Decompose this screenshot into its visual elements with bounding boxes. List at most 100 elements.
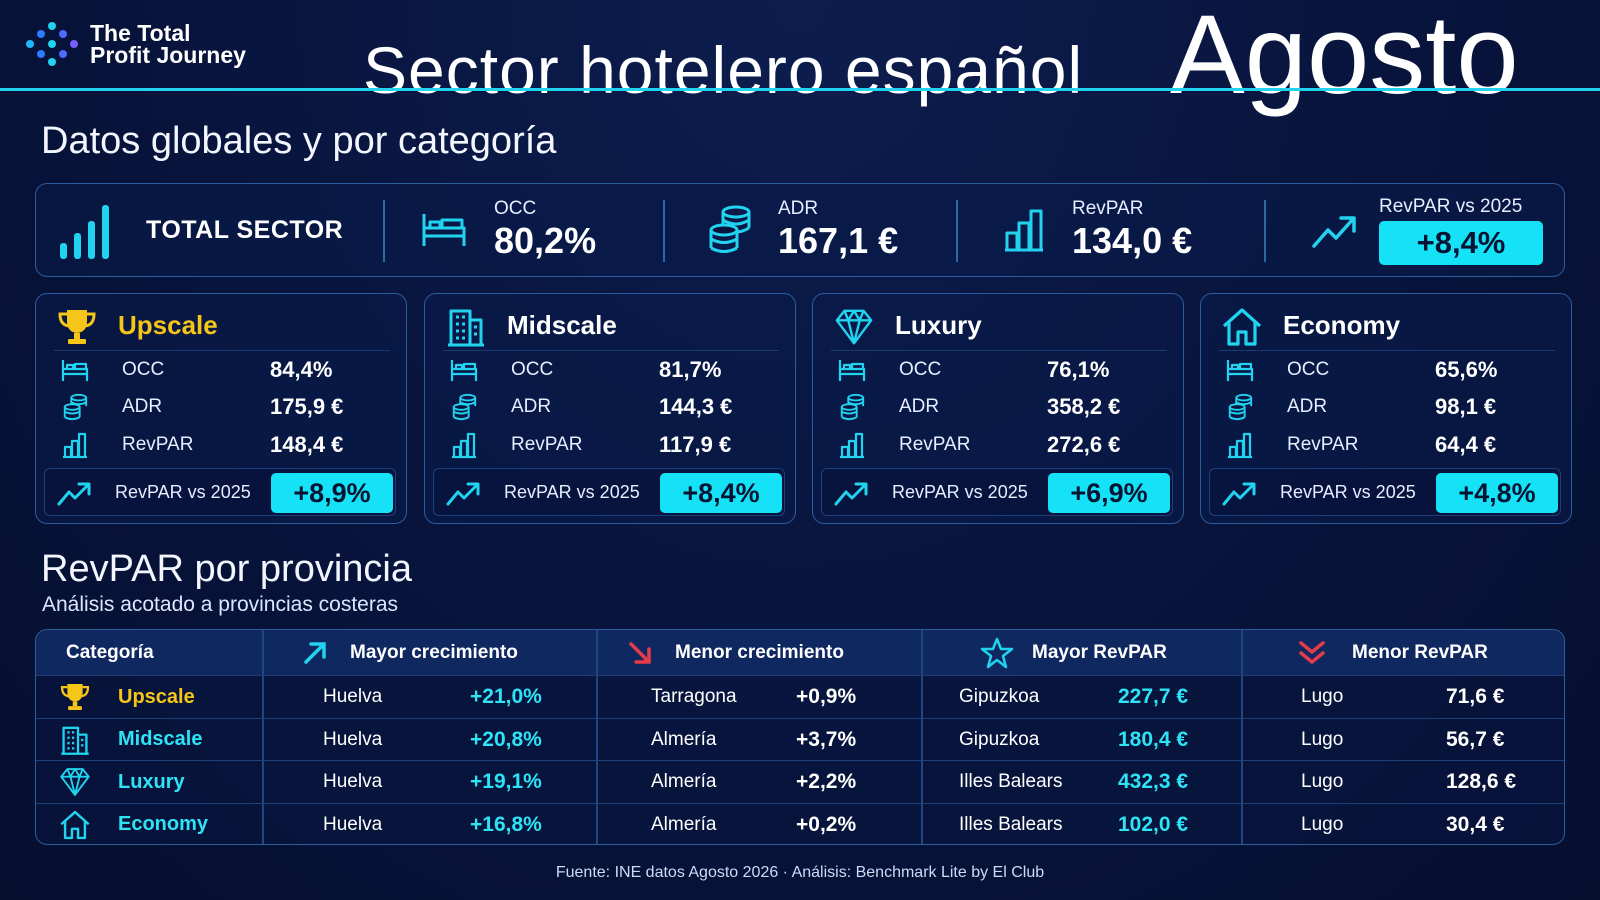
- row-category: Luxury: [118, 770, 185, 793]
- metric-row-revpar: RevPAR 272,6 €: [831, 426, 1167, 464]
- metric-value: 65,6%: [1435, 357, 1498, 382]
- metric-label: RevPAR: [122, 434, 194, 455]
- total-vs-label: RevPAR vs 2025: [1379, 195, 1523, 217]
- category-title: Economy: [1283, 310, 1401, 340]
- category-title: Midscale: [507, 310, 617, 340]
- province-table: Categoría Mayor crecimiento Menor crecim…: [35, 629, 1565, 845]
- table-row: Midscale Huelva +20,8% Almería +3,7% Gip…: [36, 717, 1564, 760]
- total-revpar-label: RevPAR: [1072, 198, 1144, 219]
- metric-value: 81,7%: [659, 357, 722, 382]
- column-divider: [1241, 630, 1243, 844]
- table-row: Luxury Huelva +19,1% Almería +2,2% Illes…: [36, 760, 1564, 802]
- total-vs-cell: RevPAR vs 2025 +8,4%: [1311, 184, 1543, 276]
- total-sector-label: TOTAL SECTOR: [146, 215, 344, 244]
- min-growth-province: Almería: [651, 771, 717, 792]
- trend-up-icon: [57, 479, 93, 507]
- revpar-vs-label: RevPAR vs 2025: [1280, 482, 1416, 502]
- metric-value: 98,1 €: [1435, 394, 1497, 419]
- min-growth-value: +0,9%: [796, 685, 857, 708]
- metric-row-occ: OCC 81,7%: [443, 350, 779, 388]
- bed-icon: [60, 356, 90, 384]
- metric-value: 117,9 €: [659, 432, 732, 457]
- min-growth-province: Almería: [651, 813, 717, 835]
- header-category: Categoría: [66, 641, 154, 663]
- trend-up-icon: [834, 479, 870, 507]
- bar-chart-icon: [1225, 431, 1255, 459]
- total-sector-panel: TOTAL SECTOR OCC 80,2% ADR 167,1 €: [35, 183, 1565, 277]
- metric-row-adr: ADR 358,2 €: [831, 388, 1167, 426]
- min-revpar-province: Lugo: [1301, 813, 1344, 835]
- min-growth-value: +2,2%: [796, 770, 857, 793]
- trend-up-icon: [446, 479, 482, 507]
- metric-label: ADR: [511, 396, 552, 417]
- bar-chart-icon: [837, 431, 867, 459]
- max-growth-province: Huelva: [323, 771, 383, 792]
- diamond-icon: [833, 306, 875, 348]
- max-growth-value: +20,8%: [470, 727, 542, 751]
- max-revpar-province: Gipuzkoa: [959, 728, 1040, 750]
- coins-icon: [60, 393, 90, 421]
- divider: [663, 200, 665, 262]
- revpar-vs-label: RevPAR vs 2025: [115, 482, 251, 502]
- max-growth-province: Huelva: [323, 813, 383, 835]
- double-chevron-down-icon: [1299, 640, 1325, 664]
- row-category: Midscale: [118, 728, 203, 750]
- header-min-revpar: Menor RevPAR: [1298, 630, 1488, 675]
- category-card-midscale: Midscale OCC 81,7% ADR 144,3 € RevPAR 11…: [424, 293, 796, 524]
- min-revpar-value: 30,4 €: [1446, 812, 1505, 836]
- row-category: Upscale: [118, 685, 195, 708]
- total-vs-badge: +8,4%: [1379, 220, 1543, 265]
- category-title: Upscale: [118, 310, 218, 340]
- metric-label: OCC: [899, 359, 942, 380]
- total-occ-cell: OCC 80,2%: [420, 184, 596, 276]
- brand-line1: The Total: [90, 20, 191, 46]
- metric-row-revpar: RevPAR 148,4 €: [54, 426, 390, 464]
- page-title-month: Agosto: [1170, 0, 1519, 117]
- metric-row-adr: ADR 98,1 €: [1219, 388, 1555, 426]
- category-card-luxury: Luxury OCC 76,1% ADR 358,2 € RevPAR 272,…: [812, 293, 1184, 524]
- column-divider: [921, 630, 923, 844]
- max-revpar-province: Gipuzkoa: [959, 686, 1040, 707]
- arrow-up-right-icon: [304, 641, 326, 664]
- metric-value: 358,2 €: [1047, 394, 1121, 419]
- table-row: Upscale Huelva +21,0% Tarragona +0,9% Gi…: [36, 675, 1564, 717]
- revpar-vs-label: RevPAR vs 2025: [892, 482, 1028, 502]
- min-revpar-value: 128,6 €: [1446, 770, 1517, 793]
- coins-icon: [1225, 393, 1255, 421]
- metric-value: 76,1%: [1047, 357, 1110, 382]
- bar-chart-icon: [449, 431, 479, 459]
- min-growth-value: +3,7%: [796, 727, 857, 751]
- revpar-vs-row: RevPAR vs 2025 +4,8%: [1209, 468, 1561, 516]
- section-title-province: RevPAR por provincia: [41, 548, 413, 590]
- bar-chart-icon: [60, 431, 90, 459]
- divider: [956, 200, 958, 262]
- footer-source: Fuente: INE datos Agosto 2026 · Análisis…: [555, 864, 1045, 881]
- revpar-vs-row: RevPAR vs 2025 +6,9%: [821, 468, 1173, 516]
- brand-logo: The Total Profit Journey: [26, 20, 246, 67]
- metric-label: RevPAR: [1287, 434, 1359, 455]
- house-icon: [58, 804, 96, 845]
- max-revpar-value: 227,7 €: [1118, 685, 1189, 708]
- bed-icon: [837, 356, 867, 384]
- max-revpar-province: Illes Balears: [959, 771, 1063, 792]
- metric-label: ADR: [1287, 396, 1328, 417]
- arrow-down-right-icon: [629, 641, 651, 664]
- min-revpar-value: 71,6 €: [1446, 685, 1505, 708]
- bed-icon: [449, 356, 479, 384]
- max-growth-value: +21,0%: [470, 685, 542, 708]
- max-growth-value: +16,8%: [470, 812, 542, 836]
- divider: [1264, 200, 1266, 262]
- header-min-revpar-label: Menor RevPAR: [1352, 641, 1488, 663]
- trophy-icon: [58, 676, 96, 718]
- metric-label: RevPAR: [511, 434, 583, 455]
- min-revpar-province: Lugo: [1301, 728, 1344, 750]
- metric-row-revpar: RevPAR 117,9 €: [443, 426, 779, 464]
- metric-label: ADR: [899, 396, 940, 417]
- metric-label: RevPAR: [899, 434, 971, 455]
- section-subtitle-province: Análisis acotado a provincias costeras: [42, 593, 399, 616]
- metric-value: 175,9 €: [270, 394, 344, 419]
- header-max-revpar-label: Mayor RevPAR: [1032, 641, 1167, 663]
- house-icon: [1221, 306, 1263, 348]
- building-icon: [445, 306, 487, 348]
